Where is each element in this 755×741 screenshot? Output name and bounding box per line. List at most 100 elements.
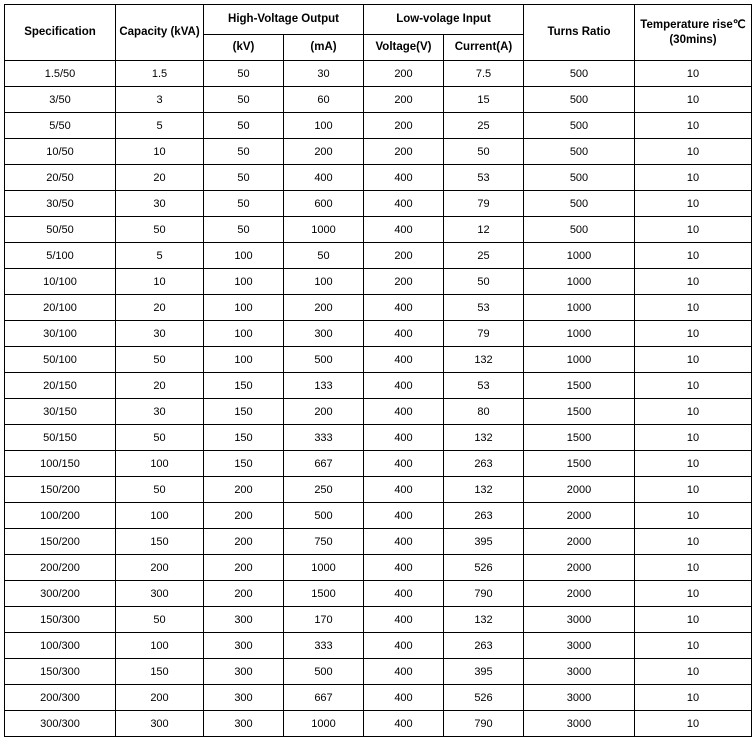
cell-lv-v: 400 bbox=[364, 399, 444, 425]
table-row: 10/5010502002005050010 bbox=[5, 139, 752, 165]
cell-ratio: 3000 bbox=[524, 607, 635, 633]
header-hv-kv: (kV) bbox=[204, 35, 284, 61]
cell-capacity: 100 bbox=[116, 451, 204, 477]
cell-ratio: 2000 bbox=[524, 581, 635, 607]
cell-capacity: 200 bbox=[116, 555, 204, 581]
table-row: 5/505501002002550010 bbox=[5, 113, 752, 139]
cell-hv-kv: 150 bbox=[204, 399, 284, 425]
cell-lv-a: 25 bbox=[444, 113, 524, 139]
cell-spec: 300/300 bbox=[5, 711, 116, 737]
cell-spec: 3/50 bbox=[5, 87, 116, 113]
cell-capacity: 50 bbox=[116, 347, 204, 373]
cell-capacity: 50 bbox=[116, 607, 204, 633]
table-row: 20/1502015013340053150010 bbox=[5, 373, 752, 399]
table-row: 300/2003002001500400790200010 bbox=[5, 581, 752, 607]
cell-hv-ma: 200 bbox=[284, 139, 364, 165]
cell-lv-v: 400 bbox=[364, 555, 444, 581]
cell-temp: 10 bbox=[635, 555, 752, 581]
cell-spec: 300/200 bbox=[5, 581, 116, 607]
cell-lv-v: 400 bbox=[364, 347, 444, 373]
cell-hv-kv: 300 bbox=[204, 607, 284, 633]
cell-capacity: 10 bbox=[116, 139, 204, 165]
cell-capacity: 30 bbox=[116, 399, 204, 425]
cell-capacity: 20 bbox=[116, 373, 204, 399]
cell-spec: 20/100 bbox=[5, 295, 116, 321]
cell-ratio: 500 bbox=[524, 87, 635, 113]
cell-hv-kv: 200 bbox=[204, 503, 284, 529]
cell-ratio: 2000 bbox=[524, 477, 635, 503]
cell-hv-ma: 30 bbox=[284, 61, 364, 87]
cell-temp: 10 bbox=[635, 87, 752, 113]
cell-lv-v: 400 bbox=[364, 581, 444, 607]
cell-capacity: 20 bbox=[116, 295, 204, 321]
cell-lv-a: 53 bbox=[444, 295, 524, 321]
cell-hv-ma: 750 bbox=[284, 529, 364, 555]
table-row: 150/20050200250400132200010 bbox=[5, 477, 752, 503]
table-row: 10/1001010010020050100010 bbox=[5, 269, 752, 295]
cell-hv-kv: 150 bbox=[204, 425, 284, 451]
header-lv-group: Low-volage Input bbox=[364, 5, 524, 35]
table-row: 3/50350602001550010 bbox=[5, 87, 752, 113]
cell-hv-kv: 300 bbox=[204, 685, 284, 711]
cell-lv-v: 200 bbox=[364, 87, 444, 113]
cell-lv-v: 400 bbox=[364, 373, 444, 399]
cell-capacity: 100 bbox=[116, 633, 204, 659]
cell-lv-a: 132 bbox=[444, 347, 524, 373]
cell-temp: 10 bbox=[635, 165, 752, 191]
cell-hv-ma: 667 bbox=[284, 451, 364, 477]
cell-lv-v: 400 bbox=[364, 659, 444, 685]
cell-lv-a: 53 bbox=[444, 165, 524, 191]
cell-hv-kv: 50 bbox=[204, 165, 284, 191]
cell-hv-kv: 100 bbox=[204, 321, 284, 347]
cell-hv-kv: 100 bbox=[204, 347, 284, 373]
cell-capacity: 10 bbox=[116, 269, 204, 295]
cell-hv-ma: 500 bbox=[284, 347, 364, 373]
cell-capacity: 30 bbox=[116, 191, 204, 217]
cell-spec: 30/150 bbox=[5, 399, 116, 425]
table-row: 20/5020504004005350010 bbox=[5, 165, 752, 191]
cell-temp: 10 bbox=[635, 321, 752, 347]
cell-spec: 150/300 bbox=[5, 607, 116, 633]
cell-capacity: 5 bbox=[116, 113, 204, 139]
cell-temp: 10 bbox=[635, 659, 752, 685]
cell-lv-a: 132 bbox=[444, 477, 524, 503]
cell-hv-ma: 333 bbox=[284, 633, 364, 659]
cell-lv-v: 400 bbox=[364, 451, 444, 477]
cell-lv-v: 400 bbox=[364, 503, 444, 529]
cell-lv-a: 790 bbox=[444, 581, 524, 607]
cell-lv-a: 132 bbox=[444, 607, 524, 633]
table-row: 5/10051005020025100010 bbox=[5, 243, 752, 269]
cell-hv-ma: 133 bbox=[284, 373, 364, 399]
cell-spec: 200/200 bbox=[5, 555, 116, 581]
cell-temp: 10 bbox=[635, 425, 752, 451]
cell-hv-kv: 50 bbox=[204, 217, 284, 243]
cell-ratio: 1000 bbox=[524, 243, 635, 269]
cell-temp: 10 bbox=[635, 373, 752, 399]
cell-temp: 10 bbox=[635, 607, 752, 633]
table-row: 200/300200300667400526300010 bbox=[5, 685, 752, 711]
cell-lv-a: 53 bbox=[444, 373, 524, 399]
cell-lv-v: 200 bbox=[364, 113, 444, 139]
cell-spec: 30/100 bbox=[5, 321, 116, 347]
cell-lv-a: 263 bbox=[444, 503, 524, 529]
cell-hv-kv: 300 bbox=[204, 633, 284, 659]
cell-capacity: 5 bbox=[116, 243, 204, 269]
cell-ratio: 3000 bbox=[524, 685, 635, 711]
cell-hv-ma: 60 bbox=[284, 87, 364, 113]
cell-hv-kv: 200 bbox=[204, 529, 284, 555]
cell-lv-a: 80 bbox=[444, 399, 524, 425]
cell-ratio: 1500 bbox=[524, 425, 635, 451]
cell-temp: 10 bbox=[635, 503, 752, 529]
cell-ratio: 1500 bbox=[524, 451, 635, 477]
cell-capacity: 150 bbox=[116, 659, 204, 685]
cell-ratio: 500 bbox=[524, 191, 635, 217]
cell-temp: 10 bbox=[635, 347, 752, 373]
table-row: 30/5030506004007950010 bbox=[5, 191, 752, 217]
cell-ratio: 500 bbox=[524, 113, 635, 139]
cell-lv-a: 7.5 bbox=[444, 61, 524, 87]
table-row: 50/50505010004001250010 bbox=[5, 217, 752, 243]
cell-hv-kv: 200 bbox=[204, 555, 284, 581]
cell-ratio: 500 bbox=[524, 61, 635, 87]
cell-spec: 10/100 bbox=[5, 269, 116, 295]
cell-spec: 5/50 bbox=[5, 113, 116, 139]
